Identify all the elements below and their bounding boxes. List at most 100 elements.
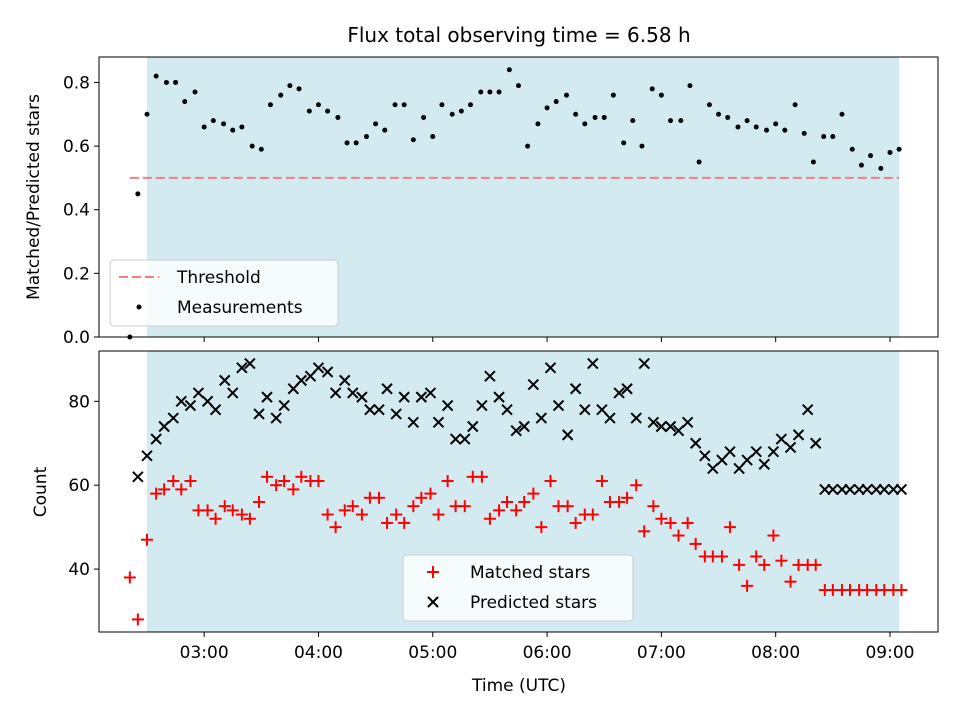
marker-stroke <box>579 404 591 416</box>
matched-star-marker <box>784 575 797 588</box>
marker-stroke <box>278 399 290 412</box>
marker-stroke <box>878 483 890 496</box>
measurement-point <box>564 92 570 98</box>
predicted-star-marker <box>861 483 873 496</box>
measurement-point <box>735 124 741 130</box>
marker-stroke <box>493 391 505 403</box>
x-tick-label: 05:00 <box>408 643 457 663</box>
matched-star-marker <box>295 470 308 483</box>
predicted-star-marker <box>699 450 711 462</box>
measurement-point <box>668 118 674 124</box>
measurement-point <box>258 146 264 152</box>
predicted-star-marker <box>347 387 359 399</box>
marker-stroke <box>227 387 239 399</box>
measurement-point <box>315 102 321 108</box>
predicted-star-marker <box>878 483 890 496</box>
y-tick-label: 0.2 <box>63 264 90 284</box>
matched-star-marker <box>381 516 394 529</box>
y-tick-label: 60 <box>68 476 90 496</box>
predicted-star-marker <box>895 483 908 496</box>
marker-stroke <box>750 445 762 458</box>
marker-stroke <box>432 416 445 429</box>
marker-stroke <box>681 416 694 429</box>
matched-star-marker <box>441 475 454 488</box>
predicted-star-marker <box>312 362 325 374</box>
measurement-point <box>601 114 607 120</box>
measurement-point <box>821 134 827 140</box>
predicted-star-marker <box>244 357 256 370</box>
marker-stroke <box>219 374 231 387</box>
matched-star-marker <box>672 529 685 542</box>
marker-stroke <box>381 383 393 395</box>
predicted-star-marker <box>158 420 170 433</box>
predicted-star-marker <box>844 483 856 496</box>
measurement-point <box>382 127 388 133</box>
matched-star-marker <box>518 495 531 508</box>
matched-star-marker <box>355 508 368 521</box>
measurement-point <box>353 140 359 146</box>
measurement-point <box>239 124 245 130</box>
matched-star-marker <box>767 529 780 542</box>
matched-star-marker <box>321 508 334 521</box>
matched-star-marker <box>141 533 154 546</box>
bottom-y-ticks: 40 60 80 <box>68 392 99 580</box>
measurement-point <box>792 102 798 108</box>
matched-star-marker <box>586 508 599 521</box>
matched-star-marker <box>655 512 668 525</box>
matched-star-marker <box>415 491 428 504</box>
y-tick-label: 40 <box>68 560 90 580</box>
predicted-star-marker <box>236 362 248 374</box>
predicted-star-marker <box>364 404 376 416</box>
predicted-star-marker <box>621 383 633 395</box>
predicted-star-marker <box>175 395 188 408</box>
predicted-star-marker <box>398 391 410 403</box>
top-y-axis-label: Matched/Predicted stars <box>24 94 44 300</box>
legend-threshold-label: Threshold <box>176 268 261 288</box>
marker-stroke <box>347 387 359 399</box>
marker-stroke <box>767 445 780 458</box>
matched-star-marker <box>346 500 359 513</box>
y-tick-label: 80 <box>68 392 90 412</box>
matched-star-marker <box>544 475 557 488</box>
matched-star-marker <box>501 495 514 508</box>
measurement-point <box>887 149 893 155</box>
measurement-point <box>764 127 770 133</box>
marker-stroke <box>561 429 574 441</box>
marker-stroke <box>689 437 702 449</box>
legend-matched-swatch <box>427 566 439 578</box>
measurement-point <box>467 102 473 108</box>
measurement-point <box>173 79 179 85</box>
predicted-star-marker <box>476 399 488 412</box>
chart-title: Flux total observing time = 6.58 h <box>347 23 690 47</box>
measurement-point <box>439 102 445 108</box>
predicted-star-marker <box>638 357 650 370</box>
matched-star-marker <box>527 487 540 500</box>
matched-star-marker <box>621 491 634 504</box>
matched-star-marker <box>561 500 574 513</box>
marker-stroke <box>407 416 420 429</box>
marker-stroke <box>527 378 540 391</box>
predicted-star-marker <box>689 437 702 449</box>
marker-stroke <box>664 420 677 433</box>
matched-star-marker <box>338 504 351 517</box>
predicted-star-marker <box>510 424 522 437</box>
predicted-star-marker <box>227 387 239 399</box>
top-legend: Threshold Measurements <box>109 259 339 327</box>
measurement-point <box>753 124 759 130</box>
predicted-star-marker <box>664 420 677 433</box>
y-tick-label: 0.6 <box>63 137 90 157</box>
measurement-point <box>144 111 150 117</box>
measurement-point <box>553 99 559 105</box>
predicted-star-marker <box>415 391 428 403</box>
predicted-star-marker <box>647 416 660 429</box>
predicted-star-marker <box>484 370 496 382</box>
predicted-star-marker <box>441 399 454 412</box>
legend-matched-label: Matched stars <box>470 563 590 583</box>
matched-star-marker <box>493 504 506 517</box>
measurement-point <box>401 102 407 108</box>
marker-stroke <box>329 387 342 399</box>
predicted-star-marker <box>707 462 719 475</box>
marker-stroke <box>295 374 308 387</box>
matched-star-marker <box>895 584 908 597</box>
measurement-point <box>449 111 455 117</box>
